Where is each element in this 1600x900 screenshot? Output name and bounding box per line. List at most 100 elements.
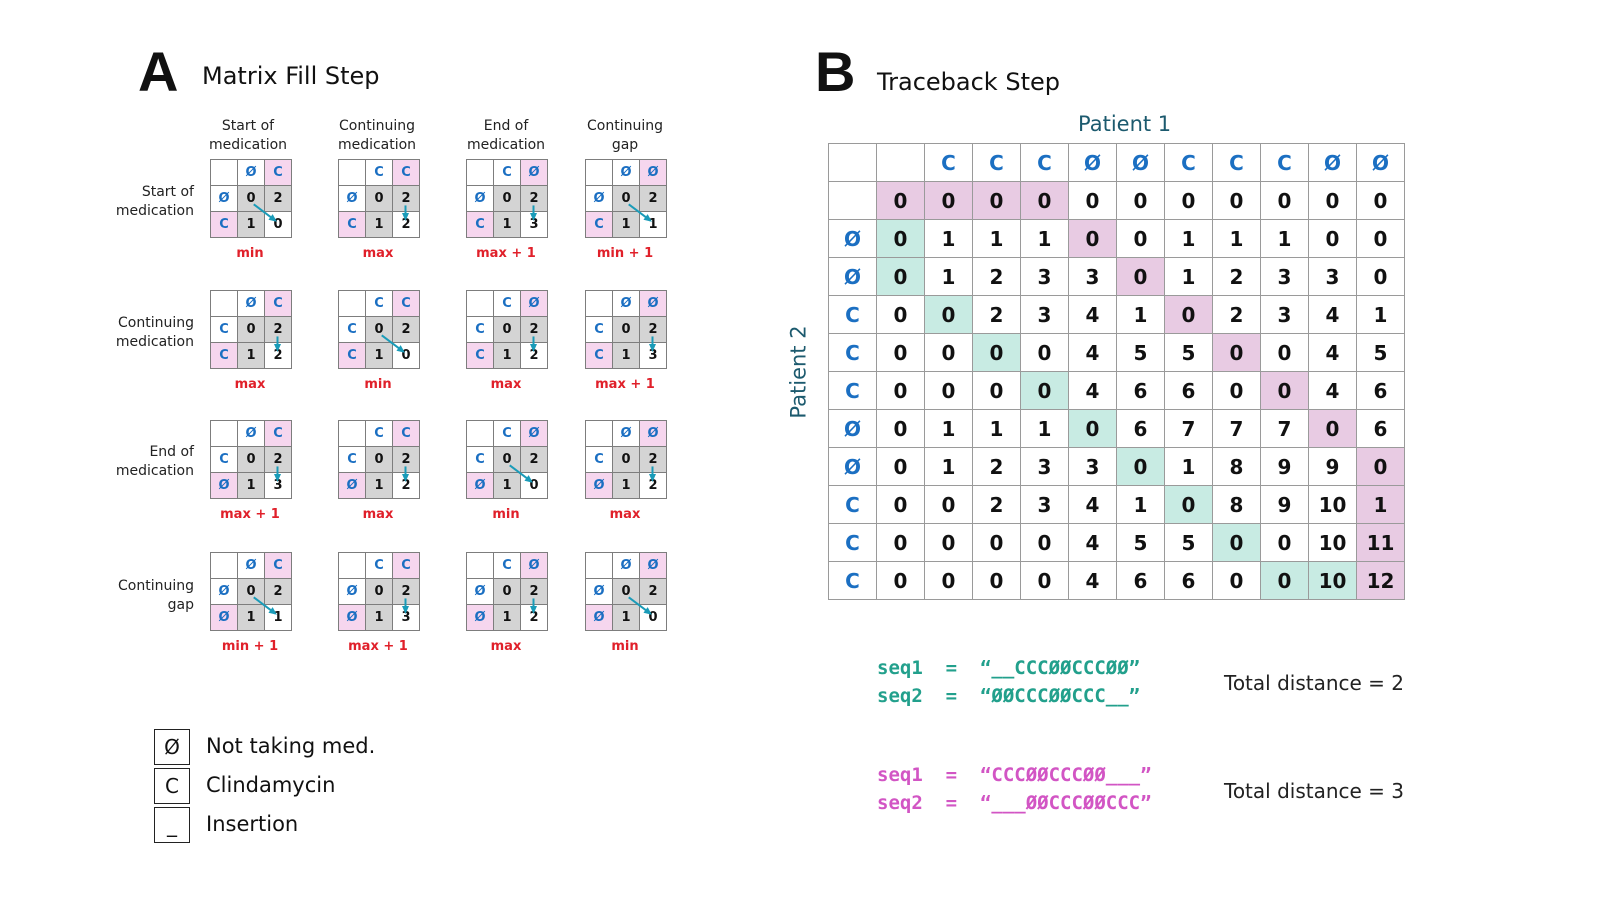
mini-cell: 2 bbox=[392, 185, 420, 212]
legend-label-clindamycin: Clindamycin bbox=[206, 773, 336, 797]
matrix-cell: 3 bbox=[1308, 257, 1357, 296]
col-header: C bbox=[1260, 143, 1309, 182]
matrix-cell: 0 bbox=[1020, 371, 1069, 410]
mini-cell: Ø bbox=[338, 578, 366, 605]
matrix-cell: 2 bbox=[1212, 257, 1261, 296]
mini-cell: C bbox=[392, 420, 420, 447]
corner-cell bbox=[828, 143, 877, 182]
legend-label-insertion: Insertion bbox=[206, 812, 299, 836]
matrix-cell: 1 bbox=[1356, 485, 1405, 524]
mini-cell: 1 bbox=[264, 604, 292, 631]
mini-cell: 2 bbox=[639, 185, 667, 212]
mini-cell: 2 bbox=[392, 316, 420, 343]
mini-grid-caption: max bbox=[609, 507, 641, 522]
mini-cell: C bbox=[466, 342, 494, 369]
mini-cell: 1 bbox=[612, 211, 640, 238]
mini-cell bbox=[466, 552, 494, 579]
col-header: C bbox=[972, 143, 1021, 182]
matrix-cell: 0 bbox=[924, 485, 973, 524]
mini-cell: 0 bbox=[237, 446, 265, 473]
alignment-1-seq1: seq1 = “__CCCØØCCCØØ” bbox=[877, 657, 1141, 679]
mini-cell: Ø bbox=[639, 290, 667, 317]
mini-cell: 2 bbox=[392, 446, 420, 473]
matrix-cell: 1 bbox=[924, 219, 973, 258]
matrix-cell: 1 bbox=[1020, 219, 1069, 258]
matrix-cell: 7 bbox=[1212, 409, 1261, 448]
matrix-cell: 0 bbox=[1356, 447, 1405, 486]
row-label-end: End of medication bbox=[115, 444, 194, 479]
matrix-cell: 0 bbox=[1260, 371, 1309, 410]
matrix-cell: 5 bbox=[1164, 523, 1213, 562]
matrix-cell: 0 bbox=[972, 561, 1021, 600]
mini-grid-caption: max bbox=[234, 377, 266, 392]
mini-cell bbox=[585, 552, 613, 579]
matrix-cell: 0 bbox=[1356, 181, 1405, 220]
mini-cell: C bbox=[365, 290, 393, 317]
mini-cell: Ø bbox=[585, 604, 613, 631]
mini-cell: Ø bbox=[639, 552, 667, 579]
col-label-start: Start of medication bbox=[208, 118, 288, 153]
mini-cell: 1 bbox=[237, 342, 265, 369]
matrix-cell: 8 bbox=[1212, 447, 1261, 486]
matrix-cell: 0 bbox=[876, 333, 925, 372]
mini-cell: Ø bbox=[237, 552, 265, 579]
mini-cell: C bbox=[585, 342, 613, 369]
matrix-cell: 4 bbox=[1068, 295, 1117, 334]
matrix-cell: 0 bbox=[1212, 333, 1261, 372]
mini-cell: 3 bbox=[264, 472, 292, 499]
mini-cell: 2 bbox=[639, 446, 667, 473]
row-header: C bbox=[828, 485, 877, 524]
col-header: C bbox=[1212, 143, 1261, 182]
matrix-cell: 1 bbox=[1164, 219, 1213, 258]
matrix-cell: 0 bbox=[876, 485, 925, 524]
matrix-cell: 0 bbox=[1068, 409, 1117, 448]
matrix-cell: 0 bbox=[1116, 447, 1165, 486]
matrix-cell: 0 bbox=[972, 371, 1021, 410]
mini-cell bbox=[210, 290, 238, 317]
matrix-cell: 3 bbox=[1260, 295, 1309, 334]
matrix-cell: 0 bbox=[924, 523, 973, 562]
matrix-cell: 0 bbox=[972, 333, 1021, 372]
mini-grid-caption: max bbox=[490, 639, 522, 654]
row-header: C bbox=[828, 561, 877, 600]
matrix-cell: 7 bbox=[1164, 409, 1213, 448]
mini-cell: C bbox=[585, 446, 613, 473]
matrix-cell: 0 bbox=[1212, 181, 1261, 220]
mini-cell: 2 bbox=[264, 316, 292, 343]
mini-cell bbox=[466, 159, 494, 186]
row-header: Ø bbox=[828, 409, 877, 448]
matrix-cell: 2 bbox=[972, 447, 1021, 486]
mini-cell: 0 bbox=[612, 185, 640, 212]
alignment-2-seq1: seq1 = “CCCØØCCCØØ___” bbox=[877, 764, 1152, 786]
mini-cell bbox=[466, 420, 494, 447]
matrix-cell: 0 bbox=[876, 409, 925, 448]
mini-cell: Ø bbox=[210, 578, 238, 605]
mini-cell: Ø bbox=[210, 185, 238, 212]
mini-cell bbox=[338, 420, 366, 447]
matrix-cell: 6 bbox=[1164, 561, 1213, 600]
mini-cell: C bbox=[493, 290, 521, 317]
matrix-cell: 6 bbox=[1356, 371, 1405, 410]
matrix-cell: 0 bbox=[1260, 523, 1309, 562]
mini-cell: 0 bbox=[493, 316, 521, 343]
matrix-cell: 0 bbox=[876, 181, 925, 220]
matrix-cell: 0 bbox=[876, 219, 925, 258]
mini-cell: C bbox=[493, 159, 521, 186]
mini-cell: C bbox=[264, 159, 292, 186]
matrix-cell: 6 bbox=[1116, 561, 1165, 600]
col-header: Ø bbox=[1116, 143, 1165, 182]
y-axis-title: Patient 2 bbox=[786, 325, 811, 419]
mini-cell: Ø bbox=[520, 420, 548, 447]
mini-cell: 0 bbox=[237, 185, 265, 212]
row-header: C bbox=[828, 371, 877, 410]
col-header: C bbox=[1164, 143, 1213, 182]
matrix-cell: 0 bbox=[1260, 561, 1309, 600]
matrix-cell: 1 bbox=[1020, 409, 1069, 448]
mini-cell: Ø bbox=[466, 578, 494, 605]
mini-cell: 2 bbox=[520, 342, 548, 369]
